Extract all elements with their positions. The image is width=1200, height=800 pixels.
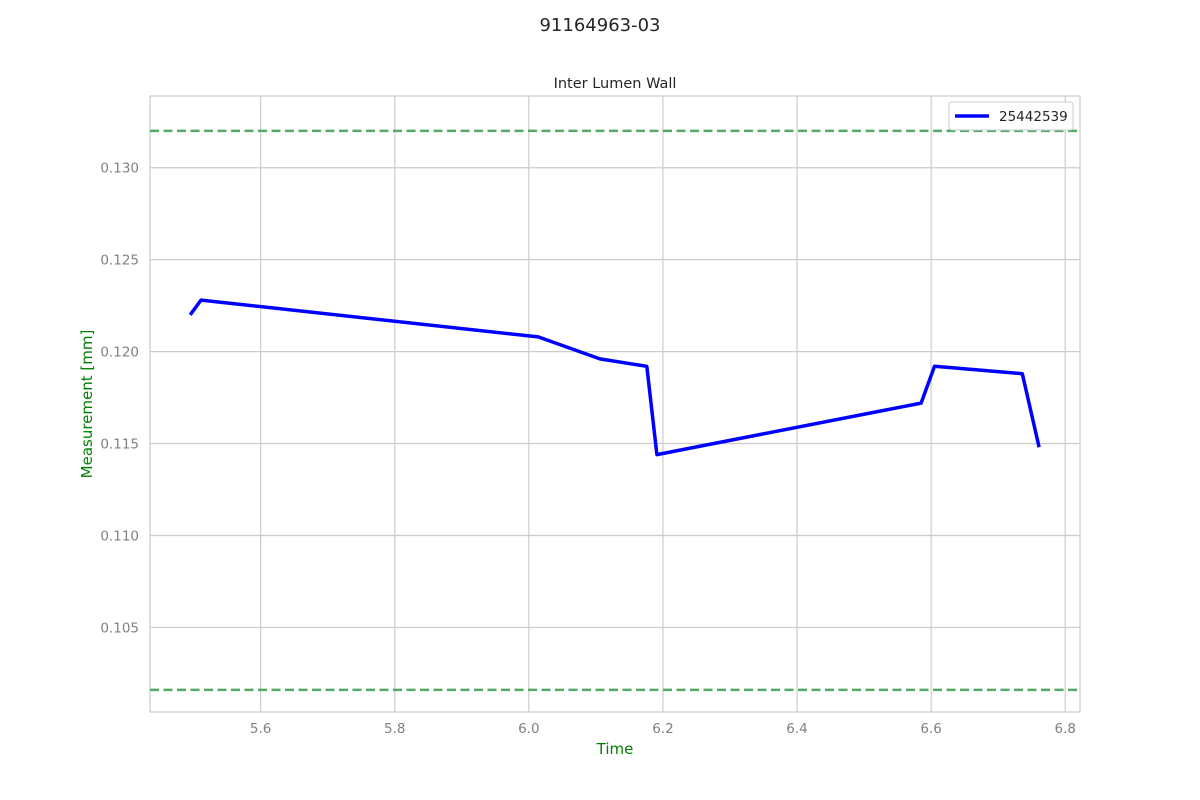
y-tick-label: 0.115	[100, 437, 139, 453]
x-tick-label: 5.8	[384, 721, 405, 737]
x-tick-label: 6.0	[518, 721, 539, 737]
limit-lines	[150, 129, 1080, 692]
y-tick-labels: 0.105 0.110 0.115 0.120 0.125 0.130	[100, 161, 139, 637]
figure-title: 91164963-03	[539, 15, 660, 36]
y-axis-label: Measurement [mm]	[78, 330, 96, 479]
chart-title: Inter Lumen Wall	[554, 76, 677, 92]
x-tick-label: 6.4	[786, 721, 807, 737]
y-tick-label: 0.105	[100, 620, 139, 636]
legend-box	[948, 101, 1074, 131]
y-tick-label: 0.120	[100, 345, 139, 361]
x-axis-label: Time	[596, 740, 634, 758]
y-tick-label: 0.110	[100, 528, 139, 544]
legend-label: 25442539	[999, 109, 1068, 125]
x-tick-label: 6.8	[1055, 721, 1076, 737]
y-tick-label: 0.125	[100, 253, 139, 269]
x-tick-label: 6.6	[920, 721, 941, 737]
x-tick-label: 5.6	[250, 721, 271, 737]
x-gridlines	[260, 96, 1066, 712]
y-tick-label: 0.130	[100, 161, 139, 177]
legend: 25442539	[948, 101, 1074, 131]
y-gridlines	[150, 167, 1080, 629]
x-tick-labels: 5.6 5.8 6.0 6.2 6.4 6.6 6.8	[250, 721, 1076, 737]
x-tick-label: 6.2	[652, 721, 673, 737]
plot-area	[149, 95, 1081, 713]
series-line	[188, 298, 1041, 457]
series-layer	[188, 298, 1041, 457]
